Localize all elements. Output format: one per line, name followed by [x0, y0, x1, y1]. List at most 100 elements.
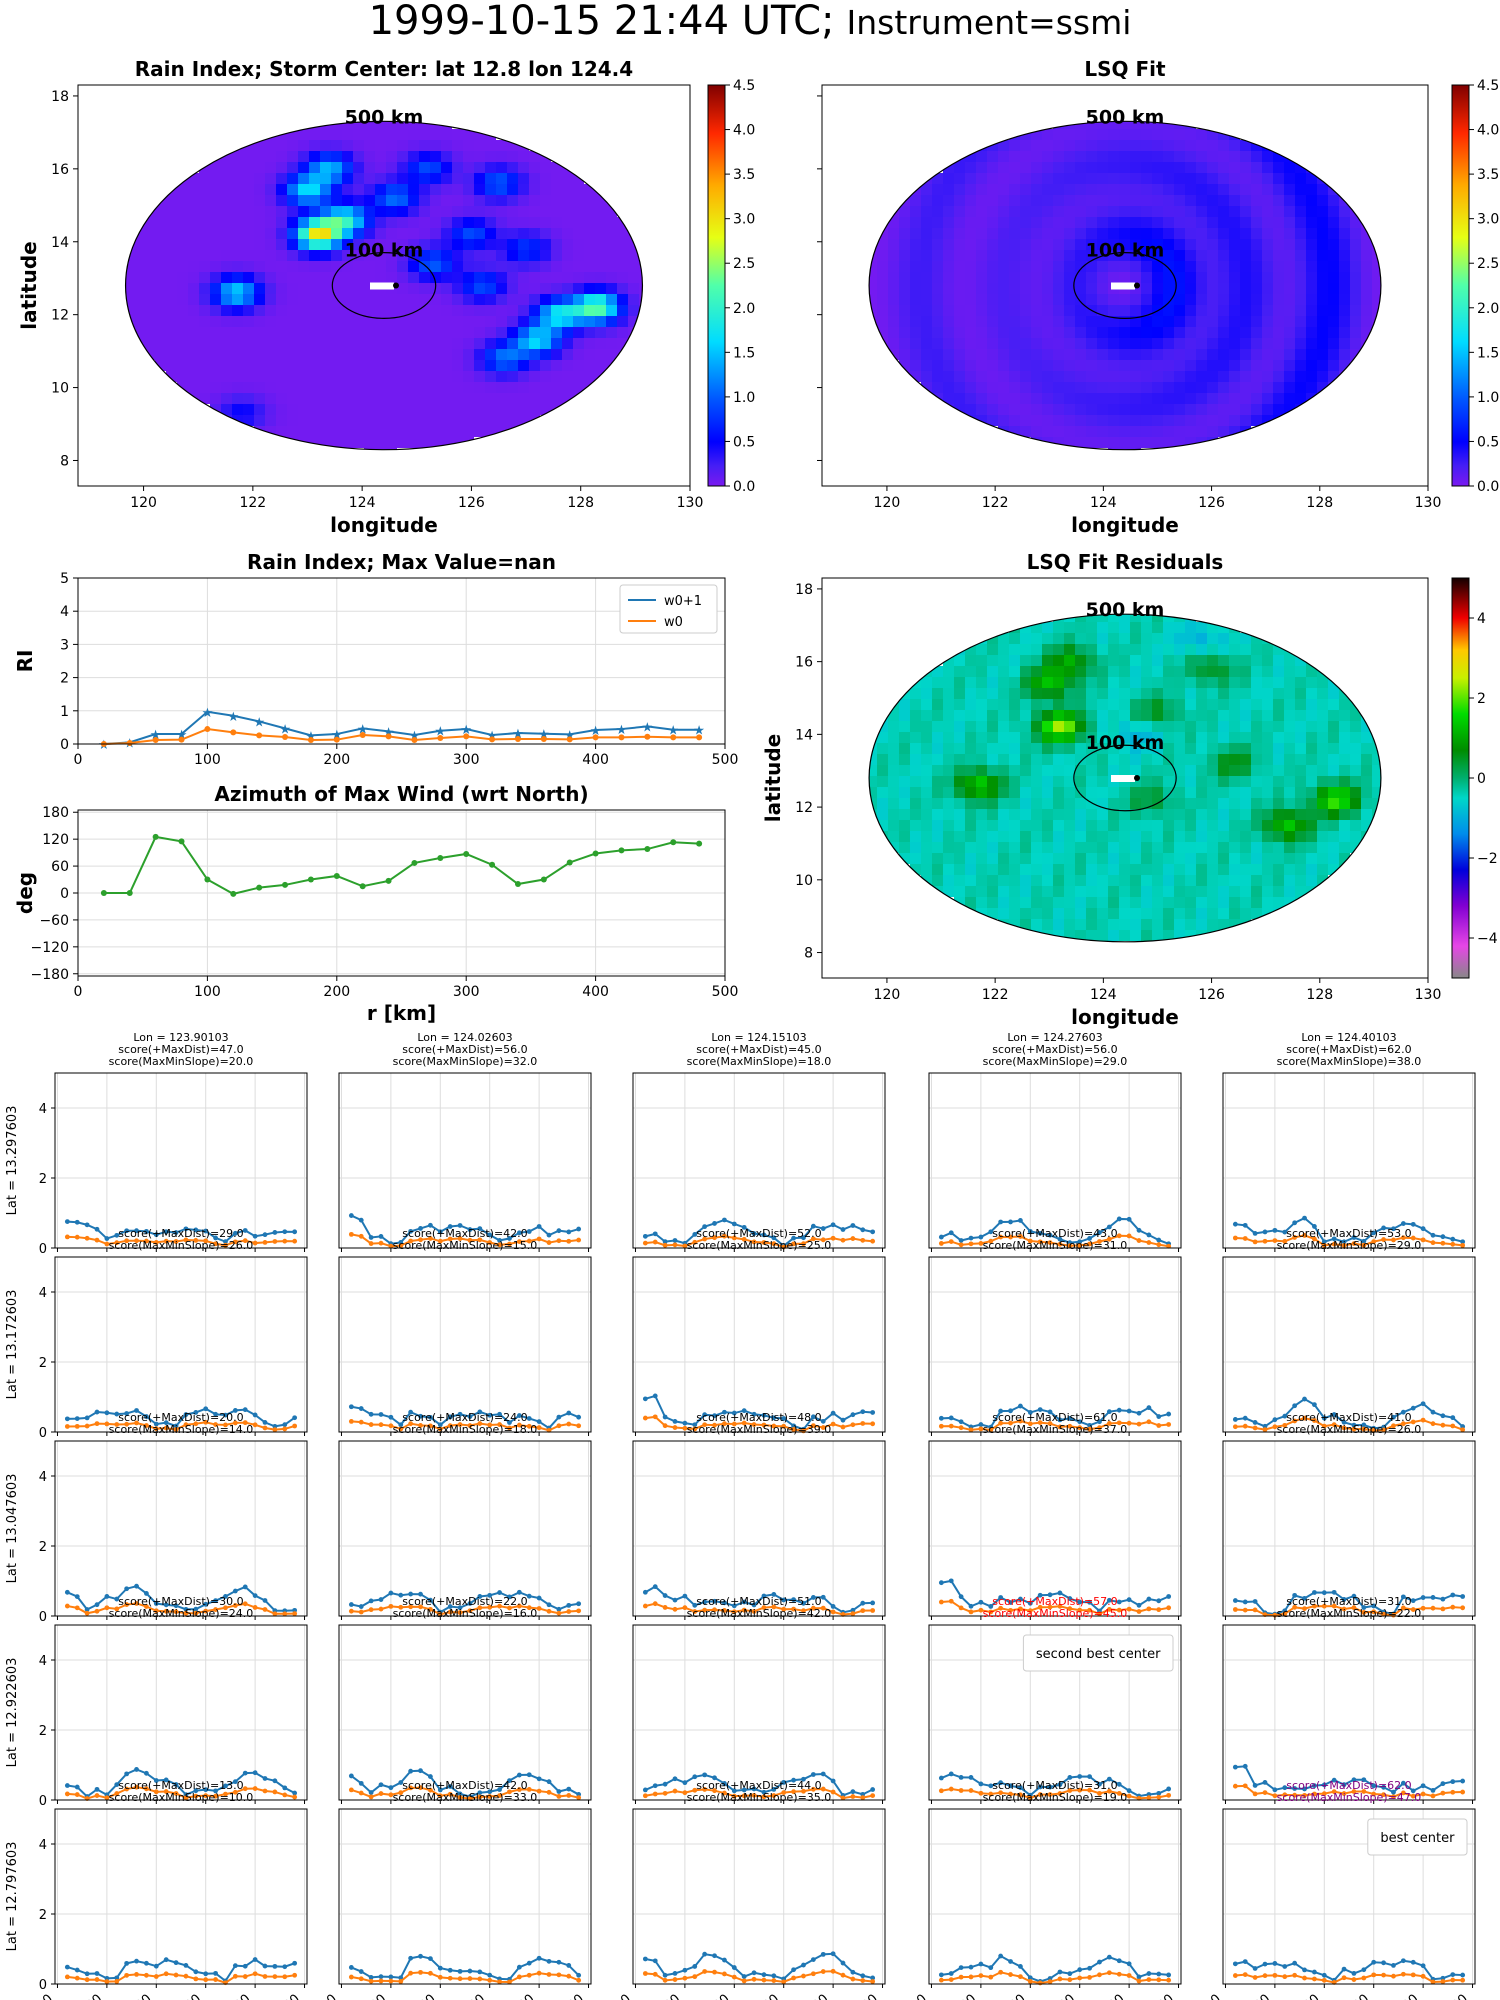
grid-series-point [1331, 1241, 1337, 1247]
grid-series-point [1450, 1604, 1456, 1610]
map-cell [1042, 853, 1053, 864]
map-cell [1064, 732, 1075, 743]
map-cell [397, 415, 408, 426]
map-cell [1097, 732, 1108, 743]
map-cell [1097, 228, 1108, 239]
map-cell [1152, 721, 1163, 732]
grid-series-point [1321, 1415, 1327, 1421]
map-cell [606, 195, 617, 206]
grid-series-point [1440, 1413, 1446, 1419]
map-cell [1141, 305, 1152, 316]
map-cell [1064, 633, 1075, 644]
colorbar [707, 84, 726, 487]
map-cell [1020, 798, 1031, 809]
map-cell [1020, 787, 1031, 798]
grid-series-point [134, 1583, 139, 1589]
map-cell [188, 272, 199, 283]
map-cell [430, 162, 441, 173]
grid-series-point [556, 1789, 562, 1794]
map-cell [1317, 294, 1328, 305]
colorbar-tick-label: 1.5 [1477, 345, 1499, 361]
grid-panel: Lon = 124.02603score(+MaxDist)=56.0score… [338, 1031, 592, 1252]
map-cell [386, 327, 397, 338]
map-cell [998, 228, 1009, 239]
map-cell [1163, 919, 1174, 930]
map-cell [1075, 633, 1086, 644]
map-cell [133, 239, 144, 250]
map-cell [507, 316, 518, 327]
map-cell [1020, 919, 1031, 930]
grid-series-point [398, 1426, 404, 1432]
map-cell [1218, 831, 1229, 842]
grid-series-point [1410, 1221, 1416, 1227]
grid-series-point [682, 1243, 688, 1249]
map-cell [628, 294, 639, 305]
map-cell [1097, 195, 1108, 206]
map-cell [987, 404, 998, 415]
map-cell [1284, 655, 1295, 666]
series-point: ★ [227, 710, 239, 725]
grid-y-tick-label: 2 [39, 1356, 47, 1371]
map-cell [976, 283, 987, 294]
map-cell [965, 864, 976, 875]
map-cell [987, 250, 998, 261]
map-cell [199, 338, 210, 349]
map-cell [1130, 371, 1141, 382]
map-cell [1130, 864, 1141, 875]
map-cell [1163, 283, 1174, 294]
map-cell [1262, 897, 1273, 908]
grid-series-point [1047, 1240, 1053, 1246]
map-cell [1240, 162, 1251, 173]
grid-series-point [358, 1233, 364, 1239]
map-cell [353, 217, 364, 228]
map-cell [1207, 820, 1218, 831]
map-cell [1295, 305, 1306, 316]
map-cell [243, 206, 254, 217]
grid-series-point [203, 1601, 209, 1607]
map-cell [430, 239, 441, 250]
grid-series-point [134, 1238, 139, 1244]
map-cell [1196, 710, 1207, 721]
grid-series-point [1420, 1237, 1426, 1243]
grid-series-point [104, 1236, 110, 1241]
map-cell [1251, 886, 1262, 897]
map-cell [1207, 710, 1218, 721]
map-cell [1075, 129, 1086, 140]
map-cell [1218, 776, 1229, 787]
grid-series-point [1312, 1590, 1317, 1595]
map-cell [1328, 688, 1339, 699]
map-cell [199, 206, 210, 217]
map-cell [943, 316, 954, 327]
series-point: ★ [538, 728, 550, 743]
map-cell [932, 360, 943, 371]
x-tick-label: 130 [1415, 495, 1442, 511]
map-cell [1350, 809, 1361, 820]
map-cell [309, 316, 320, 327]
map-cell [1053, 886, 1064, 897]
grid-series-point [1087, 1236, 1092, 1241]
map-cell [1141, 688, 1152, 699]
grid-series-point [84, 1235, 90, 1241]
map-cell [932, 776, 943, 787]
radius-500km-circle [868, 613, 1382, 943]
grid-series-point [1450, 1241, 1456, 1247]
map-cell [1218, 633, 1229, 644]
map-cell [998, 875, 1009, 886]
map-cell [540, 151, 551, 162]
map-cell [1097, 173, 1108, 184]
grid-series-point [1057, 1603, 1063, 1609]
map-cell [1174, 897, 1185, 908]
map-cell [1075, 798, 1086, 809]
map-cell [1119, 754, 1130, 765]
map-cell [1163, 930, 1174, 941]
grid-series-point [830, 1604, 836, 1609]
map-cell [485, 173, 496, 184]
grid-series-point [398, 1422, 404, 1428]
map-cell [1306, 316, 1317, 327]
grid-series-point [144, 1414, 149, 1419]
map-cell [1339, 338, 1350, 349]
map-cell [419, 140, 430, 151]
map-cell [1053, 776, 1064, 787]
map-cell [1251, 908, 1262, 919]
map-cell [276, 250, 287, 261]
